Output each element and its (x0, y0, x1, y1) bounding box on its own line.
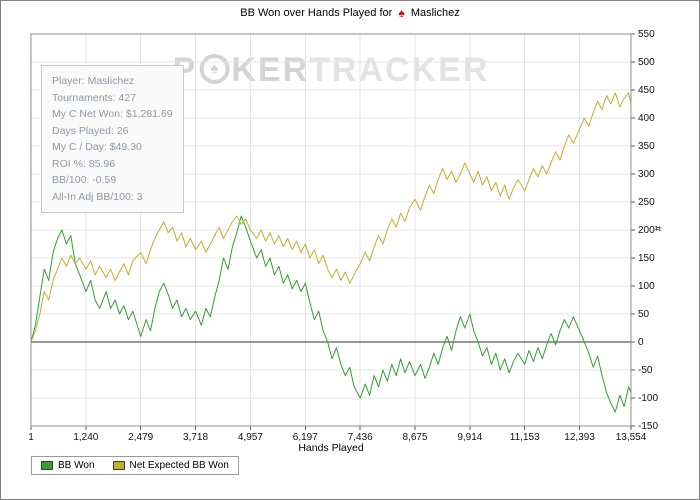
series-line-bb-won (30, 215, 632, 413)
y-axis-title: # (651, 225, 663, 232)
stats-line-bb100: BB/100: -0.59 (52, 174, 117, 186)
legend-swatch-net-expected-bb-won (112, 461, 125, 470)
svg-text:150: 150 (638, 253, 655, 264)
legend-item-net-expected-bb-won: Net Expected BB Won (112, 460, 229, 471)
stats-line-player: Player: Maslichez (52, 75, 135, 87)
svg-text:3,718: 3,718 (183, 432, 208, 443)
pokertracker-logo-icon: ♠ (398, 6, 405, 20)
svg-text:400: 400 (638, 113, 655, 124)
spade-icon: ♠ (210, 60, 219, 78)
svg-text:13,554: 13,554 (616, 432, 647, 443)
stats-line-net-won: My C Net Won: $1,281.69 (52, 108, 173, 120)
svg-text:11,153: 11,153 (510, 432, 540, 443)
svg-text:9,914: 9,914 (457, 432, 482, 443)
svg-text:250: 250 (638, 197, 655, 208)
svg-text:-150: -150 (638, 421, 658, 432)
x-axis-title: Hands Played (298, 442, 364, 454)
svg-text:300: 300 (638, 169, 655, 180)
stats-line-days-played: Days Played: 26 (52, 124, 129, 137)
svg-text:-100: -100 (638, 393, 658, 404)
chart-legend: BB Won Net Expected BB Won (31, 456, 239, 475)
watermark-text-ker: KER (231, 51, 310, 89)
svg-text:7,436: 7,436 (348, 432, 373, 443)
series-line-net-expected-bb-won (30, 92, 632, 343)
pokertracker-watermark: P ♠ KERTRACKER (173, 51, 490, 90)
chart-title-text: BB Won over Hands Played for (240, 7, 393, 19)
svg-text:200: 200 (638, 225, 655, 236)
svg-text:50: 50 (638, 309, 650, 320)
svg-text:4,957: 4,957 (238, 432, 263, 443)
stats-box: Player: Maslichez Tournaments: 427 My C … (41, 65, 184, 213)
svg-text:1,240: 1,240 (73, 432, 98, 443)
svg-text:500: 500 (638, 57, 655, 68)
stats-line-tournaments: Tournaments: 427 (52, 91, 137, 104)
svg-text:12,393: 12,393 (564, 432, 595, 443)
svg-text:0: 0 (638, 337, 644, 348)
chart-title: BB Won over Hands Played for ♠ Maslichez (1, 6, 699, 20)
watermark-ring-icon: ♠ (199, 54, 230, 84)
svg-text:450: 450 (638, 85, 655, 96)
player-name: Maslichez (410, 7, 460, 19)
svg-text:1: 1 (28, 432, 34, 443)
stats-line-allin-adj: All-In Adj BB/100: 3 (52, 190, 143, 203)
svg-text:6,197: 6,197 (293, 432, 318, 443)
svg-text:100: 100 (638, 281, 655, 292)
stats-line-roi: ROI %: 85.96 (52, 157, 116, 170)
legend-label-net-expected-bb-won: Net Expected BB Won (129, 460, 229, 471)
svg-text:550: 550 (638, 29, 655, 40)
svg-text:-50: -50 (638, 365, 653, 376)
legend-item-bb-won: BB Won (41, 460, 95, 471)
legend-label-bb-won: BB Won (58, 460, 95, 471)
watermark-text-tracker: TRACKER (309, 51, 490, 89)
svg-text:350: 350 (638, 141, 655, 152)
svg-text:8,675: 8,675 (402, 432, 427, 443)
svg-text:2,479: 2,479 (128, 432, 153, 443)
stats-line-per-day: My C / Day: $49.30 (52, 141, 142, 153)
legend-swatch-bb-won (41, 461, 53, 470)
